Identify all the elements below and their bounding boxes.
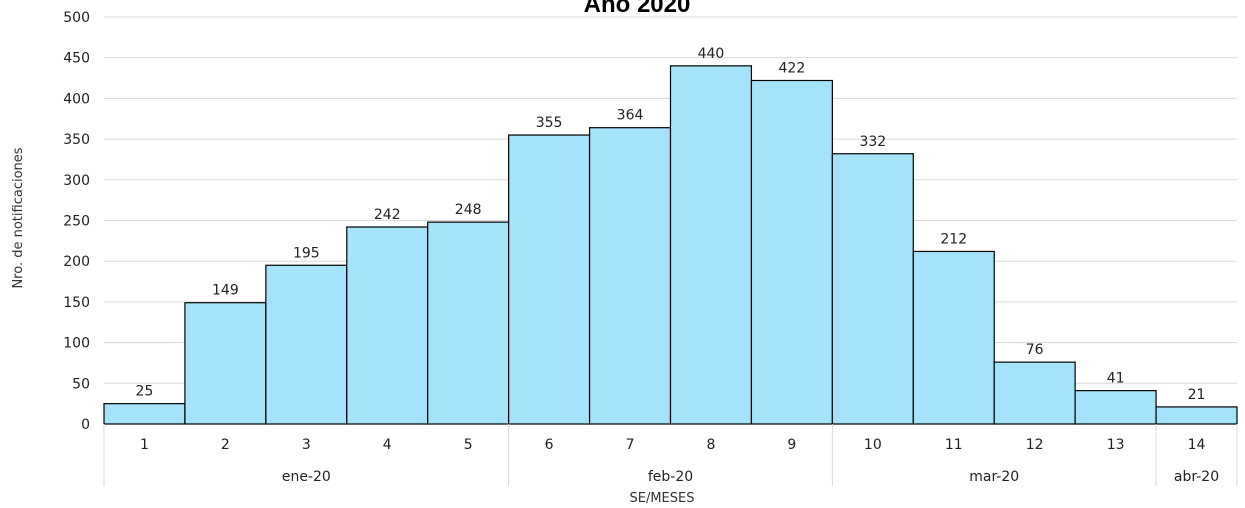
- x-tick-label: 8: [707, 437, 716, 453]
- group-label: feb-20: [648, 469, 693, 485]
- data-label: 440: [698, 46, 725, 62]
- y-tick-label: 150: [63, 295, 90, 311]
- x-tick-label: 5: [464, 437, 473, 453]
- x-tick-label: 12: [1026, 437, 1044, 453]
- bar: [993, 361, 1076, 425]
- y-axis-title: Nro. de notificaciones: [11, 147, 26, 288]
- x-axis-ticks: 1 2 3 4 5 6 7 8 9 10 11 12 13 14: [140, 437, 1206, 453]
- bar: [103, 403, 186, 425]
- y-tick-label: 300: [63, 173, 90, 189]
- data-label: 332: [859, 134, 886, 150]
- y-tick-label: 500: [63, 10, 90, 26]
- group-label: mar-20: [969, 469, 1019, 485]
- bar: [912, 250, 995, 425]
- bar: [508, 134, 591, 425]
- data-label: 422: [779, 60, 806, 76]
- x-tick-label: 13: [1107, 437, 1125, 453]
- x-tick-label: 9: [787, 437, 796, 453]
- y-tick-label: 50: [72, 376, 90, 392]
- data-labels: 25 149 195 242 248 355 364 440 422 332 212 76 41 21: [136, 46, 1206, 403]
- data-label: 212: [940, 231, 967, 247]
- bar: [184, 302, 267, 425]
- data-label: 355: [536, 115, 563, 131]
- bar: [831, 153, 914, 425]
- data-label: 21: [1188, 387, 1206, 403]
- y-tick-label: 0: [81, 417, 90, 433]
- y-tick-label: 400: [63, 91, 90, 107]
- bar: [265, 264, 348, 425]
- bar: [427, 221, 510, 425]
- data-label: 364: [617, 108, 644, 124]
- y-tick-label: 200: [63, 254, 90, 270]
- data-label: 242: [374, 207, 401, 223]
- x-tick-label: 7: [626, 437, 635, 453]
- bar: [669, 65, 753, 425]
- bar: [750, 79, 833, 425]
- x-axis-title: SE/MESES: [630, 491, 695, 506]
- x-tick-label: 14: [1188, 437, 1206, 453]
- x-tick-label: 2: [221, 437, 230, 453]
- x-tick-label: 1: [140, 437, 149, 453]
- group-label: ene-20: [282, 469, 331, 485]
- y-tick-label: 100: [63, 336, 90, 352]
- x-tick-label: 11: [945, 437, 963, 453]
- data-label: 248: [455, 202, 482, 218]
- data-label: 195: [293, 245, 320, 261]
- y-tick-label: 450: [63, 51, 90, 67]
- bars: [103, 65, 1238, 425]
- data-label: 76: [1026, 342, 1044, 358]
- bar: [1074, 390, 1157, 425]
- bar: [588, 127, 672, 425]
- bar: [346, 226, 429, 425]
- y-axis-ticks: 0 50 100 150 200 250 300 350 400 450 500: [63, 10, 90, 433]
- y-tick-label: 350: [63, 132, 90, 148]
- data-label: 41: [1107, 371, 1125, 387]
- x-tick-label: 10: [864, 437, 882, 453]
- x-axis-groups: ene-20 feb-20 mar-20 abr-20: [103, 424, 1238, 486]
- y-tick-label: 250: [63, 214, 90, 230]
- x-tick-label: 6: [545, 437, 554, 453]
- x-tick-label: 4: [383, 437, 392, 453]
- chart-title: Año 2020: [584, 0, 691, 18]
- x-tick-label: 3: [302, 437, 311, 453]
- group-label: abr-20: [1174, 469, 1219, 485]
- data-label: 25: [136, 384, 154, 400]
- bar: [1155, 406, 1238, 425]
- data-label: 149: [212, 283, 239, 299]
